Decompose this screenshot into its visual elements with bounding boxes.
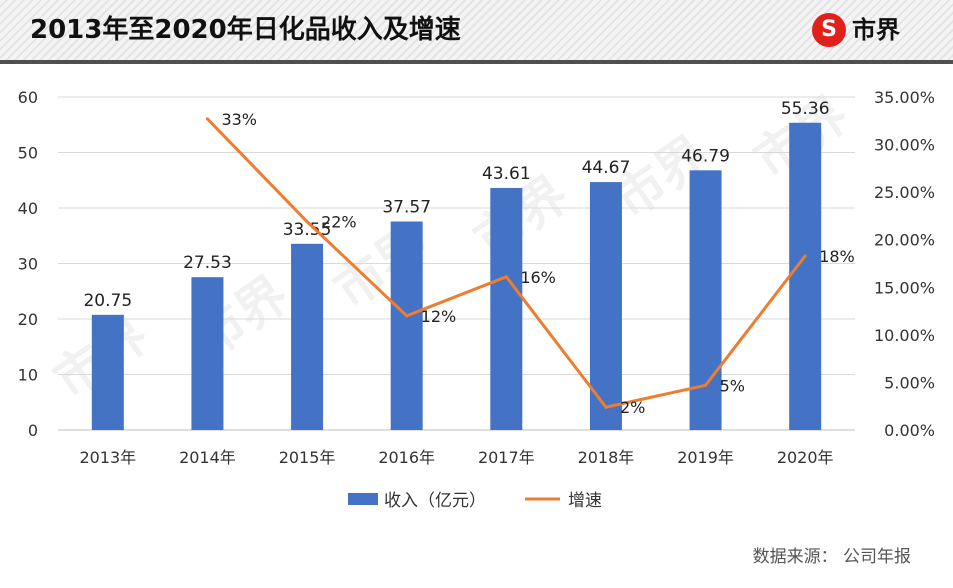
left-axis-tick: 20 <box>18 310 38 329</box>
logo: S 市界 <box>812 12 900 48</box>
bar <box>91 314 124 430</box>
growth-point <box>305 220 309 224</box>
bar <box>191 277 224 430</box>
growth-point <box>803 254 807 258</box>
right-axis-tick: 35.00% <box>874 88 935 107</box>
left-axis-tick: 60 <box>18 88 38 107</box>
category-label: 2017年 <box>478 448 535 467</box>
growth-point <box>604 405 608 409</box>
bar <box>589 182 622 430</box>
growth-value-label: 5% <box>720 376 745 395</box>
bar-value-label: 55.36 <box>781 99 830 119</box>
bar-value-label: 43.61 <box>482 164 531 184</box>
right-axis-tick: 10.00% <box>874 326 935 345</box>
bar <box>689 170 722 431</box>
chart-title: 2013年至2020年日化品收入及增速 <box>30 15 461 45</box>
legend-bar-swatch <box>348 493 378 505</box>
growth-point <box>504 275 508 279</box>
header: 2013年至2020年日化品收入及增速 S 市界 <box>0 0 953 64</box>
right-axis-tick: 5.00% <box>884 373 935 392</box>
right-axis-tick: 15.00% <box>874 278 935 297</box>
category-label: 2014年 <box>179 448 236 467</box>
category-label: 2015年 <box>279 448 336 467</box>
category-label: 2016年 <box>378 448 435 467</box>
source-note: 数据来源： 公司年报 <box>752 547 911 567</box>
category-label: 2019年 <box>677 448 734 467</box>
left-axis-tick: 40 <box>18 199 38 218</box>
bar-value-label: 27.53 <box>183 253 232 273</box>
right-axis-tick: 25.00% <box>874 183 935 202</box>
category-label: 2020年 <box>777 448 834 467</box>
bar <box>490 187 523 430</box>
growth-point <box>405 314 409 318</box>
growth-value-label: 12% <box>421 307 457 326</box>
bar-value-label: 20.75 <box>83 291 132 311</box>
category-label: 2013年 <box>79 448 136 467</box>
logo-text: 市界 <box>852 16 900 44</box>
category-label: 2018年 <box>578 448 635 467</box>
bar <box>789 122 822 430</box>
growth-point <box>205 117 209 121</box>
growth-value-label: 22% <box>321 213 357 232</box>
growth-value-label: 16% <box>520 268 556 287</box>
growth-point <box>704 383 708 387</box>
left-axis-tick: 30 <box>18 255 38 274</box>
right-axis-tick: 20.00% <box>874 231 935 250</box>
bar <box>390 221 423 430</box>
logo-icon: S <box>812 13 846 47</box>
growth-value-label: 18% <box>819 247 855 266</box>
left-axis-tick: 50 <box>18 144 38 163</box>
growth-value-label: 33% <box>221 110 257 129</box>
right-axis-tick: 30.00% <box>874 136 935 155</box>
bar <box>291 243 324 430</box>
growth-value-label: 2% <box>620 398 645 417</box>
legend-line-label: 增速 <box>568 491 602 511</box>
bar-value-label: 44.67 <box>582 158 631 178</box>
left-axis-tick: 0 <box>28 421 38 440</box>
bar-value-label: 37.57 <box>382 197 431 217</box>
bar-value-label: 46.79 <box>681 146 730 166</box>
right-axis-tick: 0.00% <box>884 421 935 440</box>
left-axis-tick: 10 <box>18 366 38 385</box>
legend-bar-label: 收入（亿元） <box>384 491 486 511</box>
